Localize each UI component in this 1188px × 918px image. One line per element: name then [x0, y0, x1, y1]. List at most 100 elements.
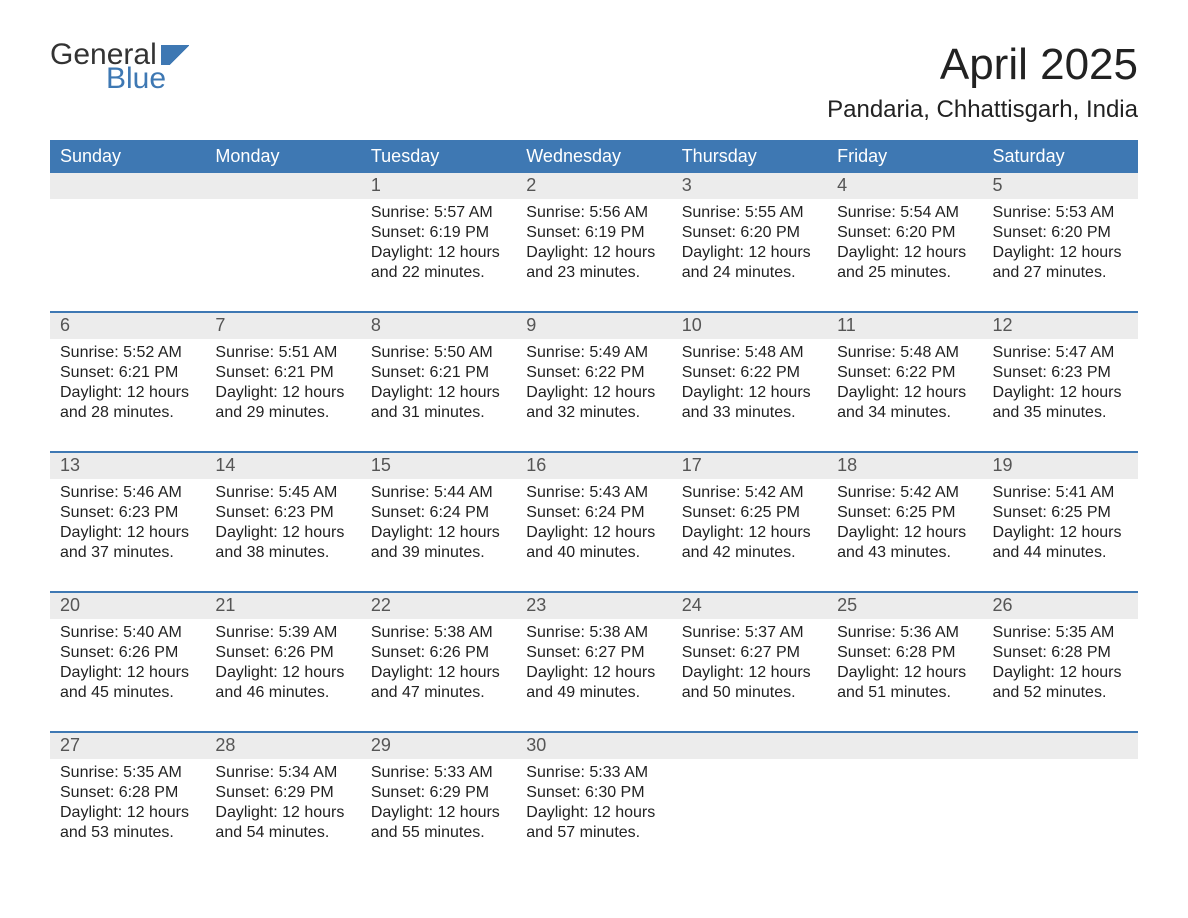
day-body: Sunrise: 5:55 AMSunset: 6:20 PMDaylight:… — [672, 199, 827, 311]
day-body: Sunrise: 5:34 AMSunset: 6:29 PMDaylight:… — [205, 759, 360, 871]
day-body: Sunrise: 5:36 AMSunset: 6:28 PMDaylight:… — [827, 619, 982, 731]
sunrise-line: Sunrise: 5:41 AM — [993, 483, 1128, 503]
day-number: 23 — [516, 593, 671, 619]
calendar-week-row: 20Sunrise: 5:40 AMSunset: 6:26 PMDayligh… — [50, 592, 1138, 732]
calendar-week-row: 13Sunrise: 5:46 AMSunset: 6:23 PMDayligh… — [50, 452, 1138, 592]
daylight-line-2: and 42 minutes. — [682, 543, 817, 563]
calendar-cell — [50, 173, 205, 312]
day-number: 8 — [361, 313, 516, 339]
calendar-cell — [672, 732, 827, 871]
day-number: 4 — [827, 173, 982, 199]
sunrise-line: Sunrise: 5:39 AM — [215, 623, 350, 643]
calendar-week-row: 6Sunrise: 5:52 AMSunset: 6:21 PMDaylight… — [50, 312, 1138, 452]
daylight-line-2: and 57 minutes. — [526, 823, 661, 843]
daylight-line-1: Daylight: 12 hours — [526, 383, 661, 403]
day-body: Sunrise: 5:33 AMSunset: 6:30 PMDaylight:… — [516, 759, 671, 871]
day-body: Sunrise: 5:53 AMSunset: 6:20 PMDaylight:… — [983, 199, 1138, 311]
day-number: 15 — [361, 453, 516, 479]
day-body: Sunrise: 5:46 AMSunset: 6:23 PMDaylight:… — [50, 479, 205, 591]
daylight-line-1: Daylight: 12 hours — [993, 243, 1128, 263]
daylight-line-1: Daylight: 12 hours — [60, 803, 195, 823]
day-number — [983, 733, 1138, 759]
daylight-line-2: and 31 minutes. — [371, 403, 506, 423]
daylight-line-2: and 34 minutes. — [837, 403, 972, 423]
daylight-line-2: and 51 minutes. — [837, 683, 972, 703]
daylight-line-2: and 23 minutes. — [526, 263, 661, 283]
sunset-line: Sunset: 6:28 PM — [60, 783, 195, 803]
sunset-line: Sunset: 6:20 PM — [837, 223, 972, 243]
day-body: Sunrise: 5:35 AMSunset: 6:28 PMDaylight:… — [983, 619, 1138, 731]
day-body: Sunrise: 5:39 AMSunset: 6:26 PMDaylight:… — [205, 619, 360, 731]
day-body: Sunrise: 5:51 AMSunset: 6:21 PMDaylight:… — [205, 339, 360, 451]
sunrise-line: Sunrise: 5:43 AM — [526, 483, 661, 503]
sunrise-line: Sunrise: 5:45 AM — [215, 483, 350, 503]
weekday-friday: Friday — [827, 140, 982, 173]
daylight-line-2: and 49 minutes. — [526, 683, 661, 703]
day-body: Sunrise: 5:48 AMSunset: 6:22 PMDaylight:… — [672, 339, 827, 451]
day-body — [50, 199, 205, 295]
calendar-cell: 8Sunrise: 5:50 AMSunset: 6:21 PMDaylight… — [361, 312, 516, 452]
calendar-cell: 6Sunrise: 5:52 AMSunset: 6:21 PMDaylight… — [50, 312, 205, 452]
sunset-line: Sunset: 6:26 PM — [215, 643, 350, 663]
daylight-line-2: and 38 minutes. — [215, 543, 350, 563]
sunrise-line: Sunrise: 5:48 AM — [682, 343, 817, 363]
sunrise-line: Sunrise: 5:54 AM — [837, 203, 972, 223]
daylight-line-2: and 46 minutes. — [215, 683, 350, 703]
day-number: 29 — [361, 733, 516, 759]
calendar-cell: 25Sunrise: 5:36 AMSunset: 6:28 PMDayligh… — [827, 592, 982, 732]
sunset-line: Sunset: 6:21 PM — [215, 363, 350, 383]
day-number: 13 — [50, 453, 205, 479]
sunset-line: Sunset: 6:24 PM — [371, 503, 506, 523]
day-body: Sunrise: 5:41 AMSunset: 6:25 PMDaylight:… — [983, 479, 1138, 591]
day-body: Sunrise: 5:42 AMSunset: 6:25 PMDaylight:… — [827, 479, 982, 591]
daylight-line-1: Daylight: 12 hours — [371, 663, 506, 683]
calendar-body: 1Sunrise: 5:57 AMSunset: 6:19 PMDaylight… — [50, 173, 1138, 871]
day-number: 18 — [827, 453, 982, 479]
calendar-cell: 28Sunrise: 5:34 AMSunset: 6:29 PMDayligh… — [205, 732, 360, 871]
daylight-line-2: and 54 minutes. — [215, 823, 350, 843]
day-number: 19 — [983, 453, 1138, 479]
day-number: 2 — [516, 173, 671, 199]
daylight-line-1: Daylight: 12 hours — [837, 523, 972, 543]
daylight-line-2: and 40 minutes. — [526, 543, 661, 563]
sunset-line: Sunset: 6:25 PM — [837, 503, 972, 523]
day-number: 17 — [672, 453, 827, 479]
calendar-cell: 17Sunrise: 5:42 AMSunset: 6:25 PMDayligh… — [672, 452, 827, 592]
sunrise-line: Sunrise: 5:57 AM — [371, 203, 506, 223]
sunrise-line: Sunrise: 5:38 AM — [371, 623, 506, 643]
day-number: 25 — [827, 593, 982, 619]
day-number: 16 — [516, 453, 671, 479]
daylight-line-2: and 35 minutes. — [993, 403, 1128, 423]
calendar-cell: 16Sunrise: 5:43 AMSunset: 6:24 PMDayligh… — [516, 452, 671, 592]
daylight-line-2: and 44 minutes. — [993, 543, 1128, 563]
sunrise-line: Sunrise: 5:47 AM — [993, 343, 1128, 363]
daylight-line-1: Daylight: 12 hours — [371, 803, 506, 823]
sunrise-line: Sunrise: 5:42 AM — [837, 483, 972, 503]
weekday-wednesday: Wednesday — [516, 140, 671, 173]
sunrise-line: Sunrise: 5:52 AM — [60, 343, 195, 363]
daylight-line-1: Daylight: 12 hours — [682, 663, 817, 683]
calendar-cell: 1Sunrise: 5:57 AMSunset: 6:19 PMDaylight… — [361, 173, 516, 312]
daylight-line-1: Daylight: 12 hours — [371, 383, 506, 403]
day-number: 12 — [983, 313, 1138, 339]
month-title: April 2025 — [827, 40, 1138, 90]
day-body — [983, 759, 1138, 855]
calendar-week-row: 27Sunrise: 5:35 AMSunset: 6:28 PMDayligh… — [50, 732, 1138, 871]
daylight-line-1: Daylight: 12 hours — [837, 383, 972, 403]
day-body: Sunrise: 5:35 AMSunset: 6:28 PMDaylight:… — [50, 759, 205, 871]
daylight-line-1: Daylight: 12 hours — [526, 243, 661, 263]
sunset-line: Sunset: 6:19 PM — [371, 223, 506, 243]
day-body: Sunrise: 5:45 AMSunset: 6:23 PMDaylight:… — [205, 479, 360, 591]
sunset-line: Sunset: 6:21 PM — [371, 363, 506, 383]
calendar-table: Sunday Monday Tuesday Wednesday Thursday… — [50, 140, 1138, 871]
day-body: Sunrise: 5:50 AMSunset: 6:21 PMDaylight:… — [361, 339, 516, 451]
day-number: 10 — [672, 313, 827, 339]
sunrise-line: Sunrise: 5:55 AM — [682, 203, 817, 223]
sunrise-line: Sunrise: 5:44 AM — [371, 483, 506, 503]
daylight-line-1: Daylight: 12 hours — [526, 803, 661, 823]
day-number — [672, 733, 827, 759]
daylight-line-1: Daylight: 12 hours — [215, 523, 350, 543]
daylight-line-1: Daylight: 12 hours — [371, 243, 506, 263]
day-number: 14 — [205, 453, 360, 479]
day-body: Sunrise: 5:38 AMSunset: 6:27 PMDaylight:… — [516, 619, 671, 731]
